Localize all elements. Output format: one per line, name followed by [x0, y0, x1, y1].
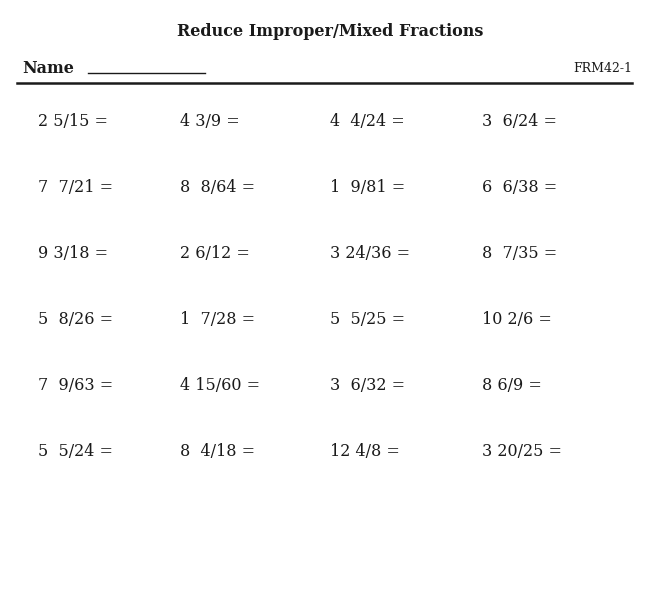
- Text: Reduce Improper/Mixed Fractions: Reduce Improper/Mixed Fractions: [177, 23, 483, 41]
- Text: 8  7/35 =: 8 7/35 =: [482, 245, 557, 263]
- Text: 3  6/32 =: 3 6/32 =: [330, 377, 405, 395]
- Text: 8  4/18 =: 8 4/18 =: [180, 444, 255, 460]
- Text: 3 20/25 =: 3 20/25 =: [482, 444, 562, 460]
- Text: 5  5/25 =: 5 5/25 =: [330, 312, 405, 328]
- Text: 6  6/38 =: 6 6/38 =: [482, 180, 557, 196]
- Text: 7  9/63 =: 7 9/63 =: [38, 377, 114, 395]
- Text: 4  4/24 =: 4 4/24 =: [330, 113, 405, 131]
- Text: 3 24/36 =: 3 24/36 =: [330, 245, 410, 263]
- Text: 4 15/60 =: 4 15/60 =: [180, 377, 260, 395]
- Text: 2 5/15 =: 2 5/15 =: [38, 113, 108, 131]
- Text: 7  7/21 =: 7 7/21 =: [38, 180, 113, 196]
- Text: 12 4/8 =: 12 4/8 =: [330, 444, 400, 460]
- Text: 4 3/9 =: 4 3/9 =: [180, 113, 240, 131]
- Text: 2 6/12 =: 2 6/12 =: [180, 245, 250, 263]
- Text: 1  7/28 =: 1 7/28 =: [180, 312, 255, 328]
- Text: 1  9/81 =: 1 9/81 =: [330, 180, 405, 196]
- Text: 8  8/64 =: 8 8/64 =: [180, 180, 255, 196]
- Text: Name: Name: [22, 60, 74, 78]
- Text: FRM42-1: FRM42-1: [573, 63, 632, 75]
- Text: 3  6/24 =: 3 6/24 =: [482, 113, 557, 131]
- Text: 9 3/18 =: 9 3/18 =: [38, 245, 108, 263]
- Text: 8 6/9 =: 8 6/9 =: [482, 377, 542, 395]
- Text: 5  5/24 =: 5 5/24 =: [38, 444, 113, 460]
- Text: 5  8/26 =: 5 8/26 =: [38, 312, 113, 328]
- Text: 10 2/6 =: 10 2/6 =: [482, 312, 552, 328]
